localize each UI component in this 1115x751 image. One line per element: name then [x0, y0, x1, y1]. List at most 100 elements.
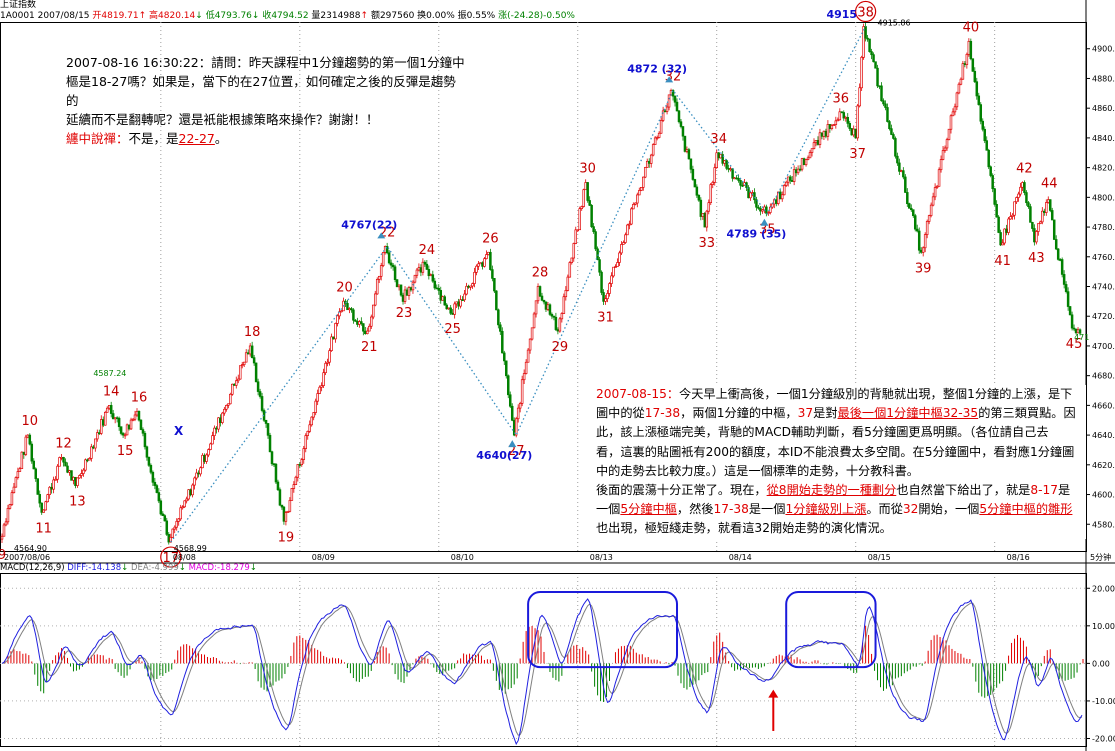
- candle-body: [1062, 274, 1066, 285]
- price-tick-label: 4780.00: [1092, 223, 1115, 232]
- note2-t6a: 後面的震蕩十分正常了。現在，: [596, 483, 767, 498]
- pivot-circle: [855, 0, 877, 23]
- candle-body: [254, 362, 258, 383]
- candle-body: [913, 215, 917, 230]
- candle-body: [554, 316, 558, 330]
- candle-body: [612, 266, 615, 277]
- candle-body: [896, 155, 899, 164]
- candle-body: [377, 275, 381, 280]
- candle-body: [38, 494, 41, 504]
- candle-body: [109, 405, 113, 414]
- price-tick-label: 4720.00: [1092, 312, 1115, 321]
- date-label: 08/09: [312, 553, 335, 562]
- candle-body: [123, 434, 127, 437]
- extreme-label: 4767(22): [341, 218, 397, 231]
- candle-body: [969, 40, 973, 60]
- candle-body: [111, 413, 115, 420]
- candle-body: [586, 182, 589, 201]
- candle-body: [933, 187, 937, 198]
- candle-body: [358, 321, 361, 325]
- candle-body: [219, 417, 222, 423]
- candle-body: [44, 501, 47, 511]
- candle-body: [340, 310, 343, 313]
- candle-body: [290, 488, 294, 501]
- candle-body: [393, 266, 397, 280]
- candle-body: [199, 467, 202, 475]
- price-tick-label: 4680.00: [1092, 372, 1115, 381]
- price-tick-label: 4740.00: [1092, 283, 1115, 292]
- price-label: 4564.90: [14, 544, 47, 553]
- candle-body: [645, 160, 649, 168]
- candle-body: [689, 158, 693, 170]
- candle-body: [886, 107, 889, 122]
- candle-body: [834, 120, 838, 125]
- candle-body: [578, 208, 581, 231]
- candle-body: [306, 430, 309, 436]
- candle-body: [314, 400, 317, 413]
- timeframe-label: 5分钟: [1090, 552, 1111, 562]
- pivot-label-15: 15: [117, 444, 134, 459]
- candle-body: [540, 295, 544, 301]
- pivot-label-13: 13: [69, 495, 86, 510]
- candle-body: [102, 419, 105, 426]
- candle-body: [78, 475, 81, 479]
- candle-body: [84, 459, 87, 471]
- price-tick-label: 4820.00: [1092, 164, 1115, 173]
- candle-body: [157, 492, 161, 502]
- note1-line2: 樞是18-27嗎？如果是，當下的在27位置，如何確定之後的反彈是趨勢的: [66, 74, 456, 108]
- candle-body: [929, 204, 933, 216]
- candle-body: [562, 296, 566, 314]
- note2-line5: 中的走勢去比較力度。）這是一個標準的走勢，十分教科書。: [596, 463, 919, 478]
- candle-body: [350, 308, 353, 311]
- candle-body: [544, 301, 548, 310]
- candle-body: [225, 405, 228, 410]
- candle-body: [659, 120, 663, 134]
- candle-body: [838, 111, 842, 121]
- candle-body: [522, 373, 526, 381]
- candle-body: [657, 132, 661, 138]
- candle-body: [364, 330, 367, 335]
- candle-body: [145, 446, 149, 458]
- candle-body: [8, 504, 12, 509]
- candle-body: [927, 215, 931, 222]
- candle-body: [550, 314, 554, 317]
- zigzag-line: [170, 26, 867, 543]
- candle-body: [937, 169, 941, 187]
- candle-body: [471, 283, 474, 287]
- candle-body: [302, 448, 306, 460]
- triangle-marker: [508, 440, 517, 448]
- candle-body: [280, 504, 284, 508]
- candle-body: [945, 139, 949, 149]
- candle-body: [721, 154, 724, 164]
- candle-body: [113, 417, 117, 420]
- price-tick-label: 4860.00: [1092, 104, 1115, 113]
- candle-body: [608, 283, 611, 294]
- candle-body: [334, 323, 337, 340]
- candle-body: [691, 168, 695, 180]
- candle-body: [223, 408, 226, 414]
- candle-body: [588, 200, 591, 206]
- candle-body: [274, 463, 278, 483]
- candle-body: [294, 476, 298, 485]
- candle-body: [441, 296, 444, 301]
- candle-body: [250, 345, 254, 359]
- candle-body: [62, 457, 65, 463]
- candle-body: [616, 262, 619, 267]
- candle-body: [221, 412, 224, 423]
- pivot-label-30: 30: [579, 161, 596, 176]
- candle-body: [16, 471, 20, 478]
- candle-body: [455, 301, 458, 305]
- price-label: 4915.86: [878, 18, 911, 27]
- candle-body: [709, 184, 713, 204]
- candle-body: [1045, 202, 1048, 213]
- candle-body: [949, 115, 953, 130]
- candle-body: [1031, 221, 1034, 229]
- pivot-label-17: 17: [162, 551, 179, 566]
- candle-body: [1037, 223, 1040, 232]
- candle-body: [782, 185, 786, 196]
- pivot-label-38: 38: [857, 5, 874, 20]
- candle-body: [584, 182, 587, 191]
- macd-tick-label: 10.00: [1092, 622, 1115, 631]
- candle-body: [485, 254, 488, 260]
- date-label: 08/16: [1007, 553, 1030, 562]
